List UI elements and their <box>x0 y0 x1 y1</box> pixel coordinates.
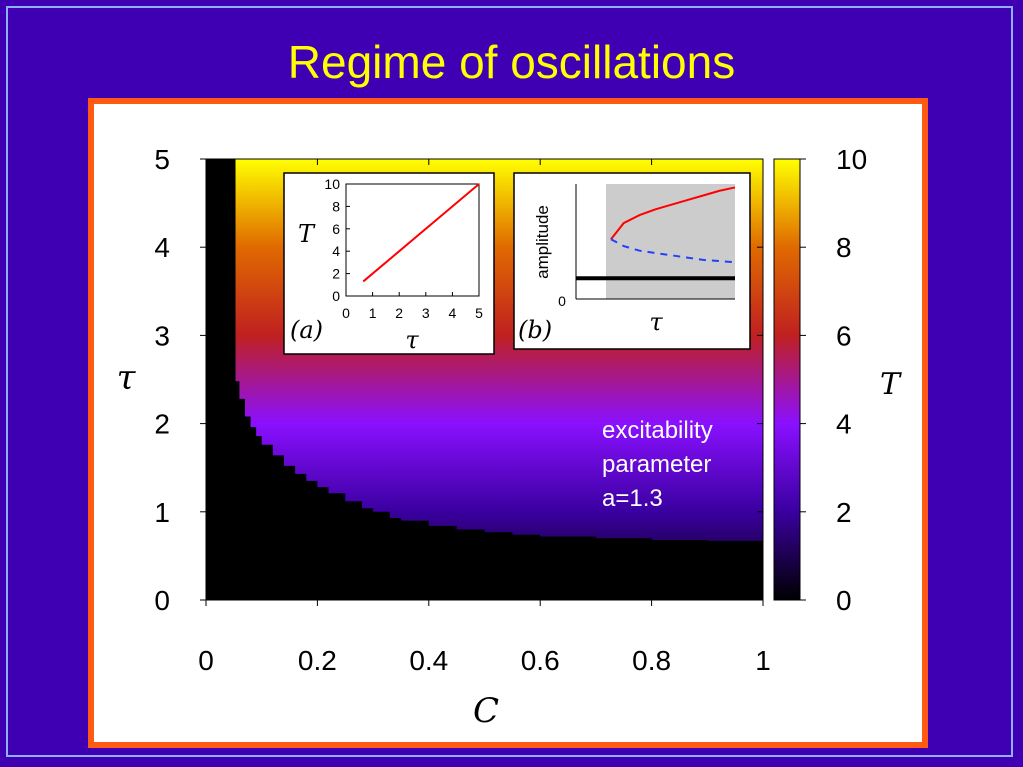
x-tick-label: 0.6 <box>521 645 560 676</box>
colorbar-tick-label: 4 <box>836 409 852 440</box>
inset-b-series-0 <box>610 186 736 240</box>
colorbar-tick-label: 10 <box>836 144 867 175</box>
colorbar-label: T <box>880 367 902 402</box>
inset-a-series-line <box>362 183 480 283</box>
inset-a-x-tick-label: 2 <box>395 305 403 321</box>
x-tick-label: 0.2 <box>298 645 337 676</box>
x-axis-label: C <box>473 691 499 731</box>
x-tick-label: 1 <box>755 645 771 676</box>
slide-title: Regime of oscillations <box>287 36 736 88</box>
y-tick-label: 2 <box>154 409 170 440</box>
y-tick-label: 4 <box>154 232 170 263</box>
y-axis-label: τ <box>117 358 137 398</box>
inset-a-x-tick-label: 3 <box>422 305 430 321</box>
x-tick-label: 0 <box>198 645 214 676</box>
inset-a-y-tick-label: 4 <box>332 243 340 259</box>
inset-a-y-tick-label: 10 <box>324 176 340 192</box>
inset-b-series <box>576 186 736 281</box>
annotation-line-3: a=1.3 <box>602 485 663 512</box>
y-axis-ticks: 0 1 2 3 4 5 <box>154 144 763 616</box>
annotation: excitability parameter a=1.3 <box>602 417 713 512</box>
slide-border <box>6 6 1013 757</box>
no-oscillation-region <box>206 159 763 600</box>
inset-a-panel-label: (a) <box>290 316 323 344</box>
inset-a-y-tick-label: 6 <box>332 221 340 237</box>
colorbar: 0 2 4 6 8 10 T <box>773 144 902 616</box>
y-tick-label: 1 <box>154 497 170 528</box>
x-tick-label: 0.8 <box>632 645 671 676</box>
colorbar-tick-label: 2 <box>836 497 852 528</box>
x-axis-ticks: 0 0.2 0.4 0.6 0.8 1 <box>198 159 771 676</box>
inset-b-shaded-region <box>606 184 735 299</box>
annotation-line-2: parameter <box>602 451 711 478</box>
inset-a-ticks: 0 1 2 3 4 5 0 2 4 6 8 10 <box>324 176 483 321</box>
inset-a-y-tick-label: 0 <box>332 288 340 304</box>
inset-a-x-tick-label: 5 <box>475 305 483 321</box>
inset-a: 0 1 2 3 4 5 0 2 4 6 8 10 T τ (a) <box>283 172 495 355</box>
y-tick-label: 3 <box>154 320 170 351</box>
colorbar-tick-label: 0 <box>836 585 852 616</box>
inset-a-x-label: τ <box>405 326 419 354</box>
inset-b-series-1 <box>610 238 736 264</box>
colorbar-tick-label: 6 <box>836 320 852 351</box>
inset-b-panel-label: (b) <box>518 316 552 344</box>
inset-a-box <box>283 172 495 355</box>
colorbar-ticks: 0 2 4 6 8 10 <box>800 144 867 616</box>
inset-a-x-tick-label: 4 <box>449 305 457 321</box>
inset-a-plot-frame <box>345 183 480 297</box>
colorbar-gradient <box>773 158 801 601</box>
annotation-line-1: excitability <box>602 417 713 444</box>
x-tick-label: 0.4 <box>409 645 448 676</box>
inset-a-y-tick-label: 8 <box>332 198 340 214</box>
heatmap-frame <box>205 158 764 601</box>
inset-b-y-label: amplitude <box>533 205 552 279</box>
colorbar-tick-label: 8 <box>836 232 852 263</box>
y-tick-label: 0 <box>154 585 170 616</box>
inset-b-y-tick-0: 0 <box>558 293 566 309</box>
inset-a-x-tick-label: 1 <box>369 305 377 321</box>
inset-a-y-tick-label: 2 <box>332 266 340 282</box>
inset-a-x-tick-label: 0 <box>342 305 350 321</box>
inset-b: 0 amplitude τ (b) <box>513 172 751 350</box>
inset-b-x-label: τ <box>649 308 663 336</box>
y-tick-label: 5 <box>154 144 170 175</box>
inset-a-y-label: T <box>298 220 316 248</box>
